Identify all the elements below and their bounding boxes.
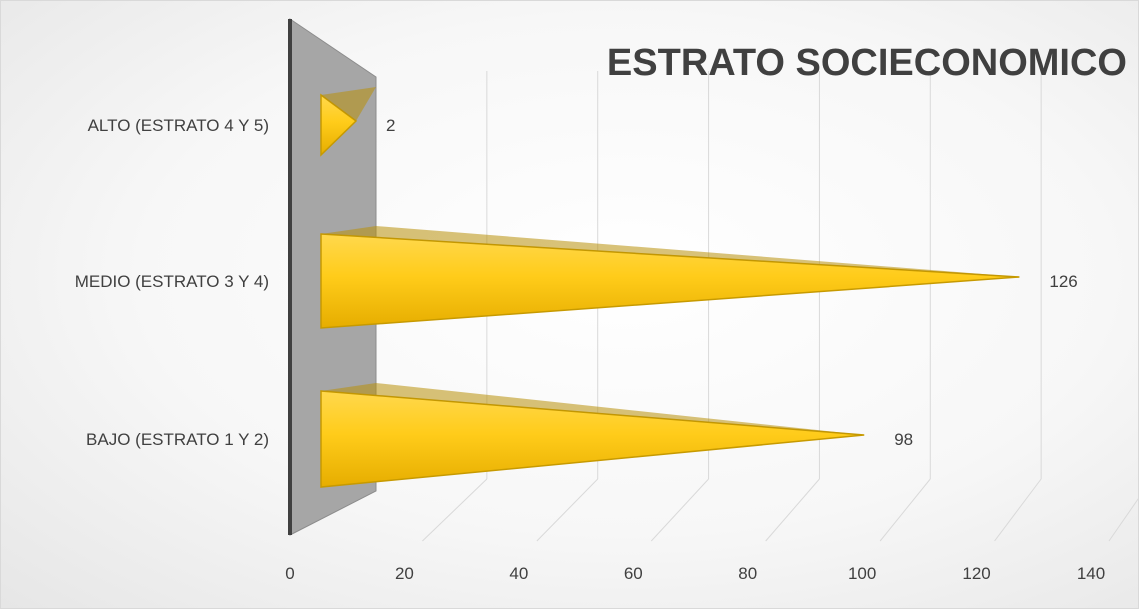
tick-labels: 0 20 40 60 80 100 120 140 bbox=[285, 564, 1105, 583]
gridline-floor bbox=[422, 478, 488, 542]
category-labels: BAJO (ESTRATO 1 Y 2) MEDIO (ESTRATO 3 Y 4… bbox=[75, 116, 269, 449]
chart-title: ESTRATO SOCIECONOMICO bbox=[607, 42, 1127, 84]
x-tick-label: 40 bbox=[509, 564, 528, 583]
category-label: MEDIO (ESTRATO 3 Y 4) bbox=[75, 272, 269, 291]
gridline-floor bbox=[536, 478, 599, 542]
x-tick-label: 0 bbox=[285, 564, 294, 583]
x-tick-label: 60 bbox=[624, 564, 643, 583]
bar-shading bbox=[321, 87, 376, 121]
bars bbox=[320, 87, 1020, 488]
x-tick-label: 20 bbox=[395, 564, 414, 583]
bar-shading bbox=[321, 226, 1020, 277]
x-tick-label: 100 bbox=[848, 564, 876, 583]
data-label: 126 bbox=[1049, 272, 1077, 291]
data-label: 98 bbox=[894, 430, 913, 449]
gridline-floor bbox=[1108, 496, 1139, 542]
gridline-floor bbox=[765, 478, 820, 542]
gridline-floor bbox=[879, 478, 931, 542]
data-label: 2 bbox=[386, 116, 395, 135]
category-label: BAJO (ESTRATO 1 Y 2) bbox=[86, 430, 269, 449]
x-tick-label: 80 bbox=[738, 564, 757, 583]
x-tick-label: 140 bbox=[1077, 564, 1105, 583]
bar-shading bbox=[321, 383, 865, 435]
data-labels: 98 126 2 bbox=[386, 116, 1078, 449]
gridline-floor bbox=[650, 478, 709, 542]
bar bbox=[320, 233, 1020, 329]
category-label: ALTO (ESTRATO 4 Y 5) bbox=[88, 116, 269, 135]
bar bbox=[320, 390, 865, 488]
x-tick-label: 120 bbox=[962, 564, 990, 583]
gridline-floor bbox=[994, 478, 1042, 542]
